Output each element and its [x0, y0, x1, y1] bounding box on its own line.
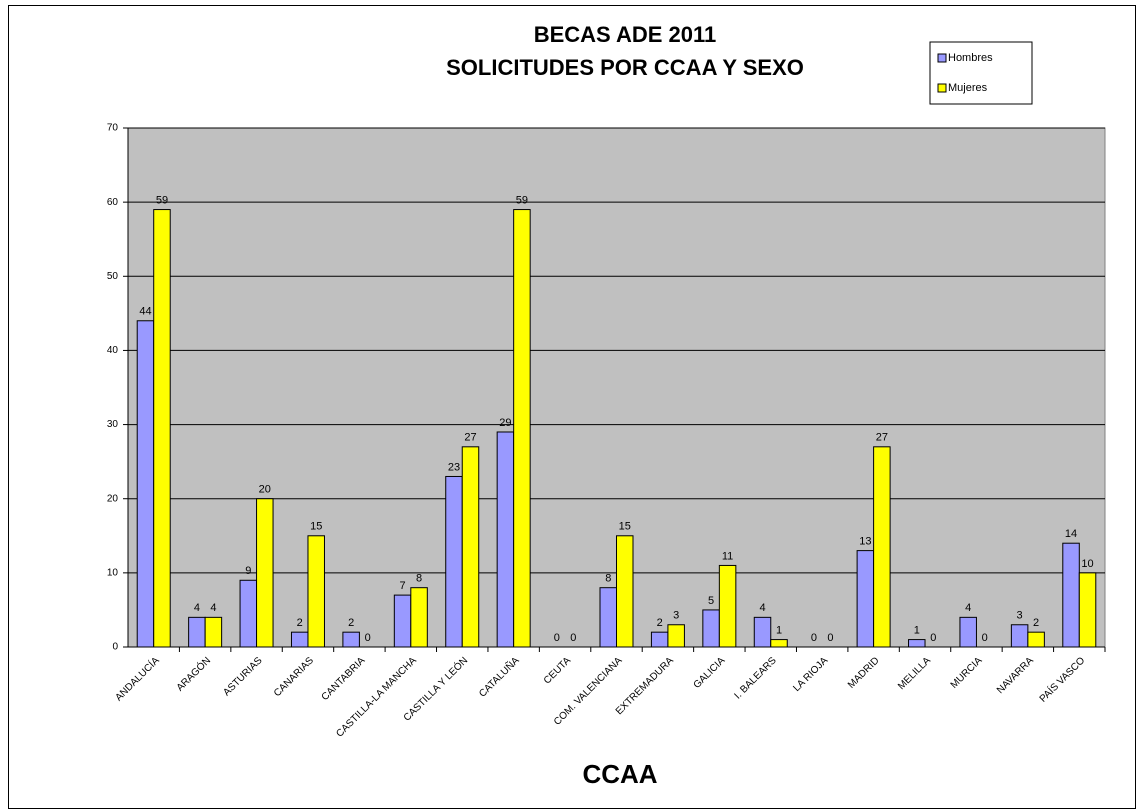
bar	[599, 587, 617, 648]
bar	[959, 616, 977, 648]
bar	[702, 609, 720, 648]
bar	[513, 209, 531, 648]
y-tick-label: 40	[107, 345, 119, 356]
bar	[461, 446, 480, 648]
data-label: 0	[570, 632, 576, 644]
data-label: 5	[708, 595, 714, 607]
bar	[1078, 572, 1097, 648]
data-label: 8	[416, 573, 422, 585]
data-label: 4	[965, 602, 971, 614]
legend-label: Mujeres	[948, 82, 988, 94]
bar	[393, 594, 412, 648]
legend-label: Hombres	[948, 52, 993, 64]
bar	[753, 616, 772, 648]
bar	[188, 616, 206, 648]
y-tick-label: 0	[112, 642, 118, 653]
bar	[908, 639, 926, 648]
data-label: 0	[811, 632, 817, 644]
data-label: 0	[982, 632, 988, 644]
y-tick-label: 10	[107, 567, 119, 578]
bar	[1010, 624, 1029, 648]
bar	[410, 587, 428, 648]
data-label: 4	[210, 602, 216, 614]
data-label: 1	[914, 624, 920, 636]
y-tick-label: 20	[107, 493, 119, 504]
bar	[856, 550, 875, 648]
data-label: 7	[400, 580, 406, 592]
bar	[307, 535, 325, 648]
data-label: 3	[1017, 610, 1023, 622]
data-label: 4	[194, 602, 200, 614]
data-label: 15	[310, 521, 322, 533]
bar	[1062, 542, 1080, 648]
bar	[718, 564, 737, 648]
bar	[136, 320, 155, 648]
y-tick-label: 50	[107, 271, 119, 282]
data-label: 4	[759, 602, 765, 614]
data-label: 0	[365, 632, 371, 644]
data-label: 8	[605, 573, 611, 585]
data-label: 27	[464, 432, 476, 444]
legend-swatch	[937, 53, 947, 63]
data-label: 3	[673, 610, 679, 622]
bar	[256, 498, 274, 648]
y-tick-label: 30	[107, 419, 119, 430]
data-label: 23	[448, 461, 460, 473]
data-label: 15	[619, 521, 631, 533]
bar	[204, 616, 223, 648]
data-label: 0	[554, 632, 560, 644]
data-label: 59	[156, 194, 168, 206]
chart-title: BECAS ADE 2011	[534, 22, 717, 47]
y-tick-label: 60	[107, 197, 119, 208]
bar	[342, 631, 360, 648]
bar	[239, 579, 258, 648]
data-label: 11	[722, 550, 733, 562]
data-label: 27	[876, 432, 888, 444]
bar	[445, 475, 463, 648]
bar	[650, 631, 669, 648]
data-label: 20	[259, 484, 271, 496]
data-label: 2	[297, 617, 303, 629]
bar	[153, 209, 171, 648]
legend-swatch	[937, 83, 947, 93]
x-axis-label: CCAA	[582, 759, 657, 789]
data-label: 2	[1033, 617, 1039, 629]
data-label: 0	[827, 632, 833, 644]
bar	[616, 535, 634, 648]
data-label: 9	[245, 565, 251, 577]
data-label: 0	[930, 632, 936, 644]
y-tick-label: 70	[107, 123, 119, 134]
bar	[770, 639, 788, 648]
data-label: 2	[348, 617, 354, 629]
data-label: 10	[1081, 558, 1093, 570]
bar	[667, 624, 685, 648]
data-label: 1	[776, 624, 782, 636]
data-label: 44	[139, 306, 151, 318]
chart-subtitle: SOLICITUDES POR CCAA Y SEXO	[446, 55, 804, 80]
data-label: 29	[499, 417, 511, 429]
data-label: 13	[859, 536, 871, 548]
data-label: 2	[657, 617, 663, 629]
bar	[290, 631, 309, 648]
bar	[496, 431, 515, 648]
bar	[1027, 631, 1045, 648]
legend-box	[929, 41, 1033, 105]
data-label: 14	[1065, 528, 1077, 540]
bar	[873, 446, 891, 648]
data-label: 59	[516, 194, 528, 206]
